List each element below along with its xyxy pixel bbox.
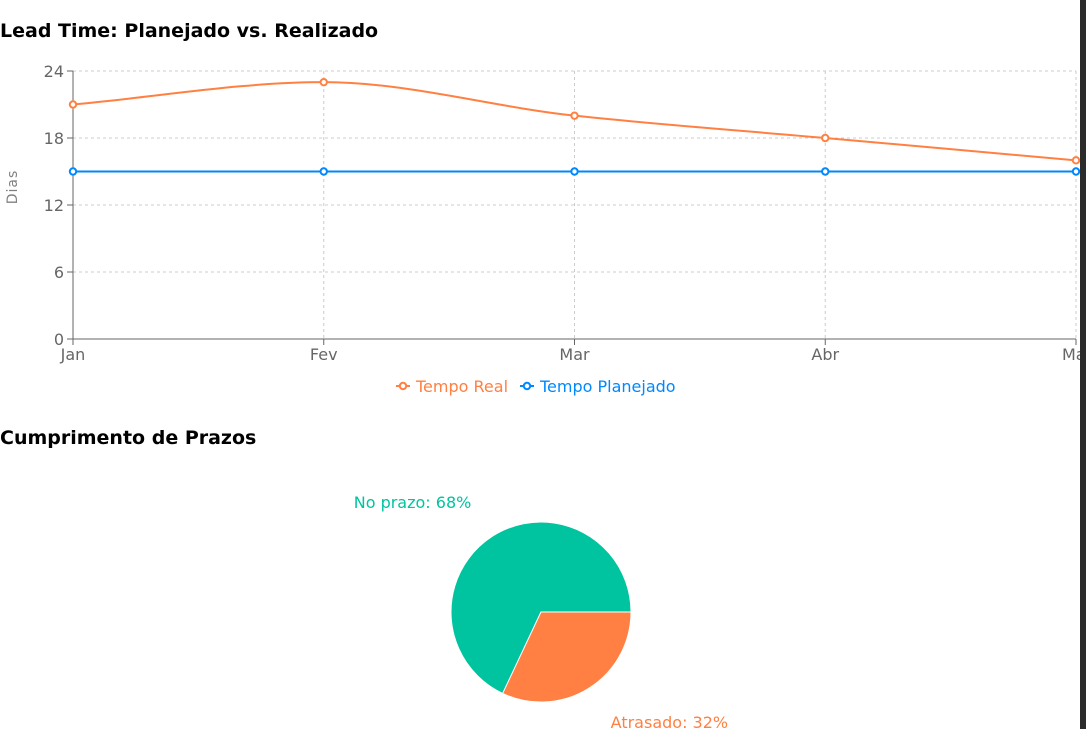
pie-chart-title: Cumprimento de Prazos [0,427,257,449]
line-chart-series [68,77,1081,176]
legend-marker-icon [522,381,532,391]
pie-label-no-prazo: No prazo: 68% [354,493,472,512]
line-chart-axes: 0 6 12 18 24 Jan Fev Mar Abr Mai Dias [5,62,1086,364]
line-chart-grid [73,70,1077,339]
data-point-tempo-planejado[interactable] [570,167,579,176]
data-point-tempo-real[interactable] [68,100,78,109]
y-tick-label: 6 [54,263,64,282]
pie-slice-no-prazo[interactable] [450,521,632,695]
y-tick-label: 24 [44,62,64,81]
data-point-tempo-planejado[interactable] [1071,167,1081,176]
data-point-tempo-planejado[interactable] [821,167,830,176]
y-tick-label: 0 [54,330,64,349]
data-point-tempo-real[interactable] [319,77,328,87]
legend-item-tempo-real[interactable]: Tempo Real [396,377,508,396]
data-point-tempo-real[interactable] [570,111,579,120]
pie-label-atrasado: Atrasado: 32% [611,713,728,729]
legend-label: Tempo Planejado [539,377,676,396]
line-chart-title: Lead Time: Planejado vs. Realizado [0,20,379,42]
vertical-scrollbar[interactable] [1080,0,1086,729]
x-tick-label: Fev [310,345,338,364]
legend-item-tempo-planejado[interactable]: Tempo Planejado [520,377,676,396]
x-tick-label: Jan [60,345,86,364]
data-point-tempo-planejado[interactable] [68,167,78,176]
line-chart-legend: Tempo Real Tempo Planejado [396,377,676,396]
data-point-tempo-real[interactable] [1071,156,1081,165]
y-tick-label: 18 [44,129,64,148]
legend-label: Tempo Real [415,377,508,396]
legend-marker-icon [398,381,408,391]
y-axis-label: Dias [5,170,21,205]
pie-chart-slices [450,521,632,703]
pie-slice-atrasado[interactable] [502,611,632,703]
data-point-tempo-real[interactable] [821,133,830,143]
x-tick-label: Abr [811,345,839,364]
y-tick-label: 12 [44,196,64,215]
x-tick-label: Mai [1062,345,1086,364]
x-tick-label: Mar [559,345,590,364]
data-point-tempo-planejado[interactable] [319,167,328,176]
line-chart: 06121824JanFevMarAbrMaiDias Tempo RealTe… [5,62,1086,396]
